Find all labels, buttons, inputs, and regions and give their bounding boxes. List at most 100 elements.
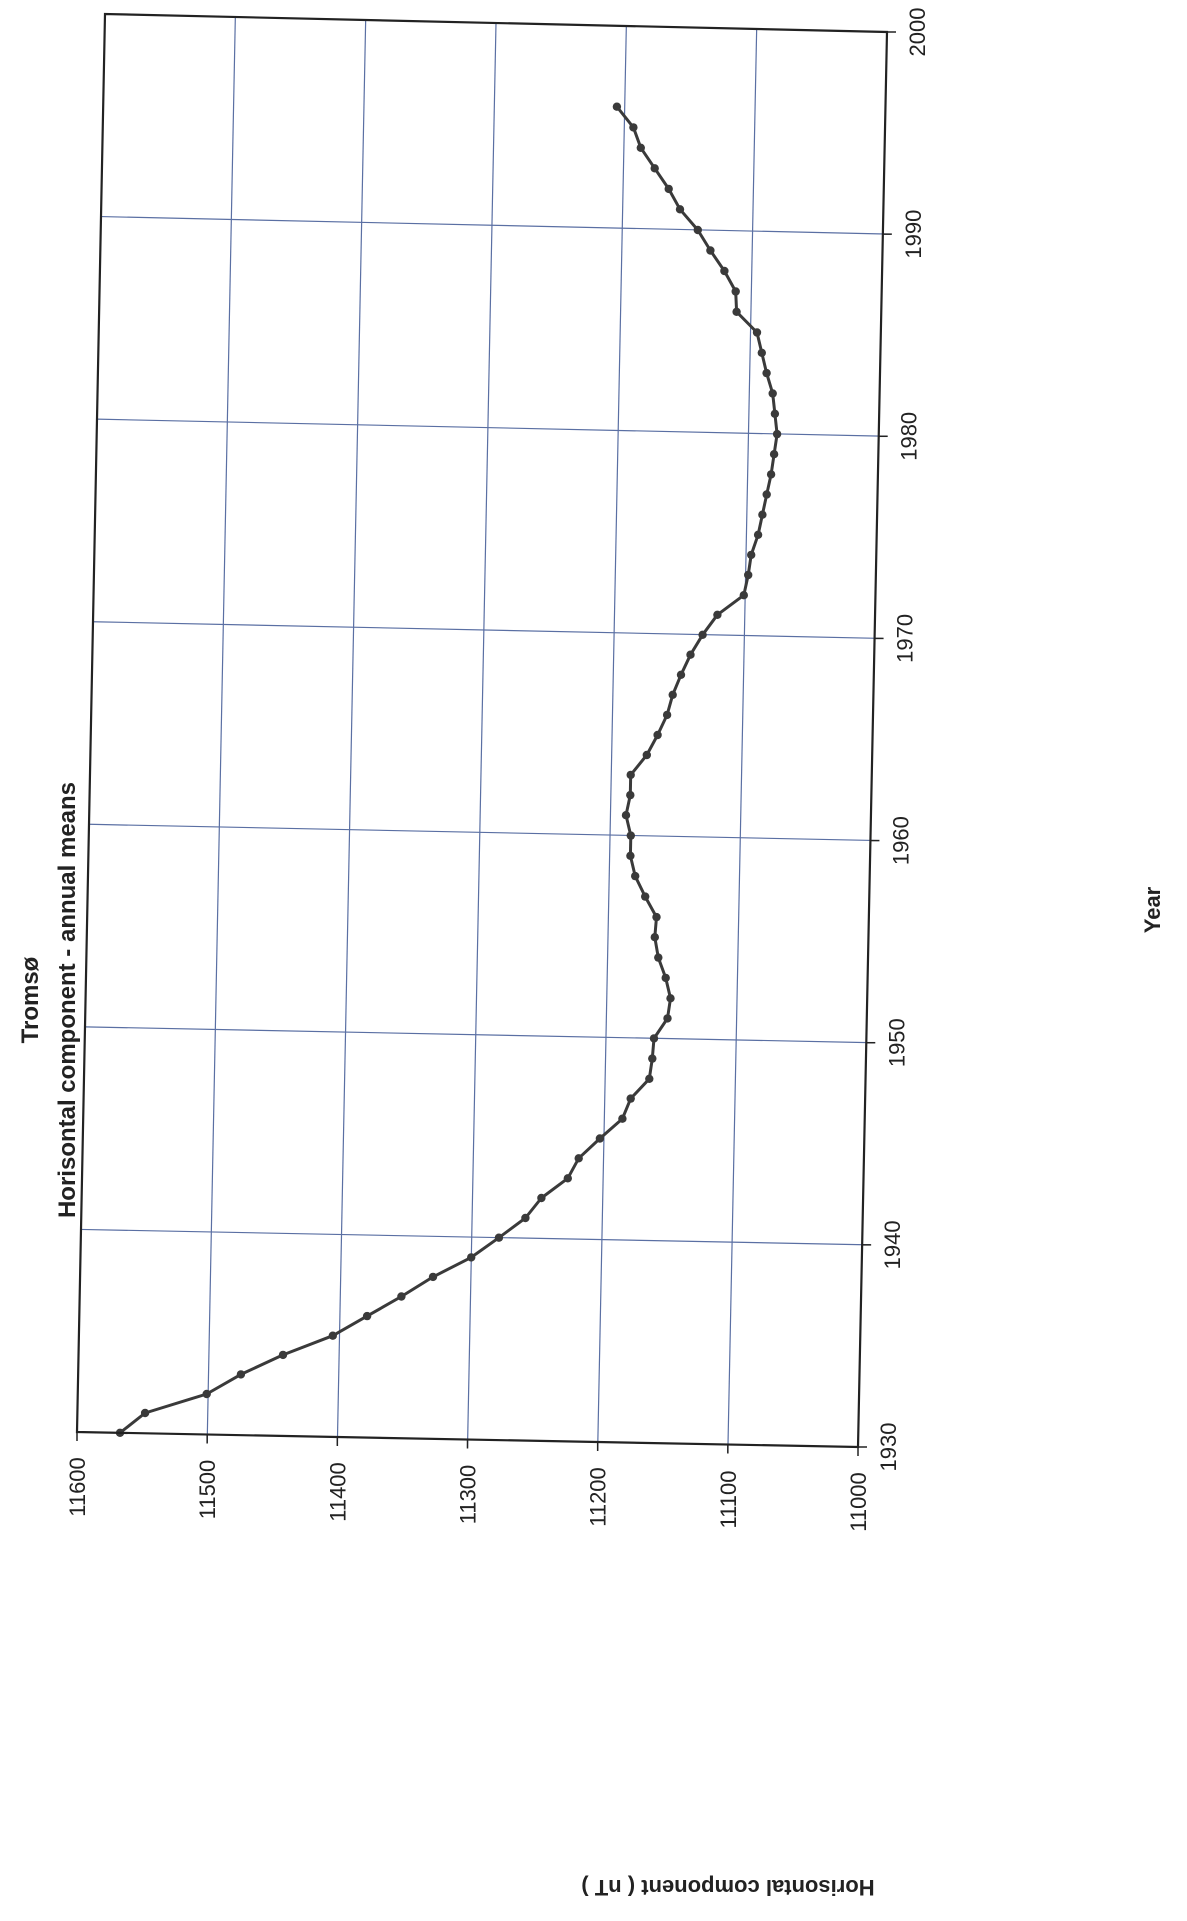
data-point-1951 — [663, 1014, 672, 1023]
data-point-1962 — [626, 790, 635, 800]
grid-line-y-11400 — [336, 19, 367, 1446]
data-point-1965 — [653, 730, 662, 740]
data-point-1981 — [770, 409, 780, 418]
y-axis-title: Horisontal component ( nT ) — [581, 1875, 874, 1900]
data-point-1984 — [757, 348, 766, 357]
y-tick-label-11100: 11100 — [716, 1471, 741, 1529]
grid-line-y-11300 — [466, 22, 497, 1448]
data-point-1987 — [731, 287, 740, 296]
x-tick-label-1940: 1940 — [880, 1220, 905, 1269]
chart-title: Tromsø — [17, 956, 44, 1043]
data-point-1946 — [618, 1114, 627, 1123]
grid-line-y-11100 — [727, 28, 758, 1453]
data-point-1948 — [645, 1074, 654, 1084]
data-point-1960 — [626, 831, 635, 840]
data-point-1964 — [642, 750, 651, 760]
data-point-1947 — [626, 1094, 635, 1103]
data-point-1978 — [766, 470, 776, 479]
x-tick-label-1990: 1990 — [901, 210, 926, 259]
data-point-1956 — [652, 912, 661, 922]
data-point-1979 — [769, 450, 779, 459]
data-point-1985 — [752, 328, 762, 337]
data-point-1942 — [537, 1193, 546, 1203]
x-tick-label-1970: 1970 — [893, 614, 918, 663]
data-point-1975 — [753, 530, 763, 539]
data-point-1995 — [629, 123, 638, 132]
x-tick-label-1950: 1950 — [884, 1018, 909, 1067]
data-point-1973 — [744, 570, 753, 580]
data-point-1970 — [698, 630, 707, 639]
data-point-1935 — [328, 1331, 337, 1340]
data-point-1937 — [397, 1292, 406, 1301]
data-point-1983 — [762, 368, 771, 378]
data-point-1955 — [650, 933, 659, 942]
grid-lines — [80, 16, 891, 1453]
chart-subtitle: Horisontal component - annual means — [54, 782, 81, 1218]
data-point-1938 — [428, 1272, 438, 1282]
data-point-1933 — [236, 1370, 246, 1379]
y-tick-label-11600: 11600 — [65, 1457, 90, 1517]
data-point-1996 — [612, 102, 622, 111]
y-tick-label-11000: 11000 — [846, 1472, 871, 1532]
data-point-1961 — [621, 811, 631, 820]
data-point-1945 — [595, 1134, 605, 1143]
y-tick-label-11500: 11500 — [195, 1460, 220, 1520]
grid-line-x-1990 — [100, 215, 891, 235]
data-point-1982 — [768, 389, 777, 398]
data-point-1968 — [676, 670, 686, 679]
data-point-1994 — [636, 143, 645, 152]
data-point-1977 — [762, 490, 771, 499]
data-point-1986 — [732, 307, 741, 316]
data-point-1941 — [521, 1213, 530, 1223]
data-point-1990 — [693, 225, 702, 235]
data-point-1957 — [641, 892, 650, 901]
data-point-1936 — [362, 1311, 372, 1321]
data-point-1943 — [563, 1174, 572, 1183]
x-tick-label-1930: 1930 — [876, 1423, 901, 1472]
grid-line-x-1970 — [92, 621, 883, 640]
grid-line-y-11500 — [206, 16, 236, 1443]
data-point-1963 — [626, 770, 635, 780]
data-point-1993 — [650, 164, 659, 173]
data-point-1954 — [654, 953, 663, 962]
grid-line-x-1940 — [80, 1228, 871, 1246]
data-point-1939 — [467, 1253, 476, 1262]
data-point-1992 — [664, 184, 673, 194]
data-point-1953 — [661, 973, 670, 983]
grid-line-x-1950 — [84, 1026, 875, 1044]
data-point-1940 — [494, 1233, 504, 1242]
x-tick-label-1980: 1980 — [897, 412, 922, 461]
x-axis-title: Year — [1140, 886, 1165, 933]
data-point-1972 — [739, 591, 748, 600]
data-point-1944 — [574, 1154, 583, 1163]
x-tick-label-1960: 1960 — [888, 816, 913, 865]
data-point-1966 — [662, 710, 672, 720]
grid-line-x-1980 — [96, 418, 887, 437]
plot-frame — [75, 12, 896, 1456]
data-point-1931 — [140, 1408, 150, 1418]
data-point-1958 — [631, 871, 640, 881]
data-point-1959 — [626, 851, 635, 860]
data-point-1971 — [713, 610, 722, 619]
series-line — [115, 102, 782, 1438]
data-point-1932 — [202, 1389, 211, 1399]
data-point-1980 — [772, 429, 782, 439]
x-tick-label-2000: 2000 — [905, 8, 930, 57]
y-tick-label-11200: 11200 — [586, 1467, 611, 1527]
grid-line-x-1960 — [88, 823, 879, 842]
data-point-1934 — [278, 1350, 288, 1360]
y-tick-label-11300: 11300 — [456, 1465, 481, 1525]
data-point-1949 — [648, 1054, 657, 1063]
data-point-1974 — [747, 550, 756, 560]
data-point-1967 — [668, 690, 677, 699]
data-point-1988 — [720, 266, 729, 276]
y-tick-label-11400: 11400 — [325, 1462, 350, 1522]
data-point-1950 — [649, 1034, 659, 1043]
data-point-1969 — [686, 650, 695, 659]
data-point-1976 — [758, 510, 767, 519]
tick-labels: 1930 1940 1950 1960 1970 1980 1990 2000 11000 111… — [65, 8, 930, 1532]
data-point-1989 — [706, 246, 715, 255]
data-point-1991 — [675, 205, 685, 214]
